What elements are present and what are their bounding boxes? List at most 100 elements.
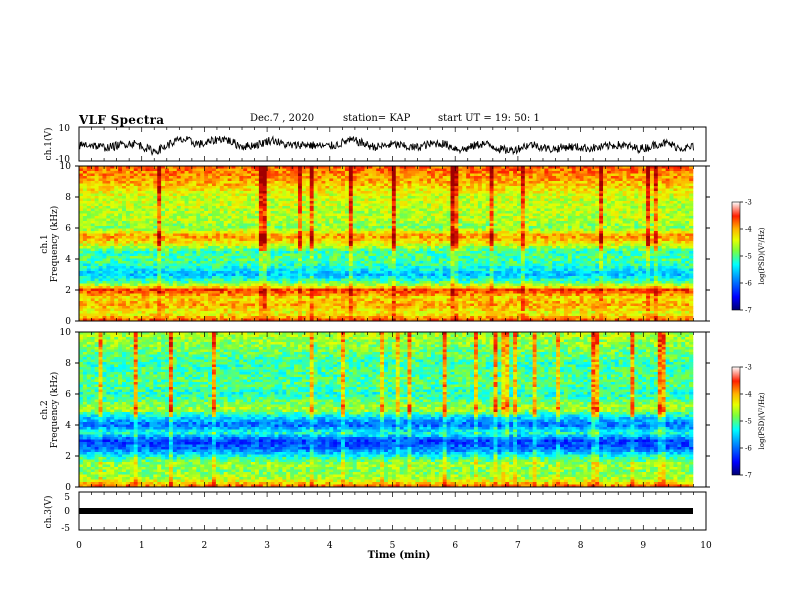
spectrogram-cell (423, 178, 428, 182)
spectrogram-cell (376, 238, 381, 242)
spectrogram-cell (278, 186, 283, 189)
spectrogram-cell (614, 171, 619, 174)
spectrogram-cell (301, 196, 307, 199)
spectrogram-cell (665, 223, 670, 227)
spectrogram-cell (606, 238, 612, 242)
spectrogram-cell (145, 188, 150, 192)
spectrogram-cell (376, 241, 381, 244)
spectrogram-cell (239, 243, 244, 247)
spectrogram-cell (149, 233, 154, 237)
spectrogram-cell (638, 173, 643, 177)
spectrogram-cell (309, 208, 314, 212)
spectrogram-cell (317, 213, 322, 217)
spectrogram-cell (481, 238, 487, 242)
spectrogram-cell (235, 186, 240, 189)
spectrogram-cell (298, 198, 303, 202)
spectrogram-cell (133, 196, 138, 199)
spectrogram-cell (552, 201, 557, 204)
spectrogram-cell (505, 171, 510, 174)
spectrogram-cell (321, 168, 326, 172)
spectrogram-cell (114, 236, 119, 239)
spectrogram-cell (106, 236, 111, 239)
spectrogram-cell (215, 173, 221, 177)
spectrogram-cell (540, 238, 545, 242)
spectrogram-cell (434, 221, 440, 224)
spectrogram-cell (247, 211, 252, 214)
spectrogram-cell (567, 166, 573, 169)
spectrogram-cell (90, 191, 95, 194)
spectrogram-cell (501, 233, 506, 237)
spectrogram-cell (90, 171, 95, 174)
spectrogram-cell (243, 198, 248, 202)
spectrogram-cell (270, 191, 275, 194)
spectrogram-cell (364, 171, 369, 174)
spectrogram-cell (102, 216, 107, 219)
spectrogram-cell (384, 191, 389, 194)
spectrogram-cell (391, 206, 397, 209)
spectrogram-cell (685, 231, 690, 234)
spectrogram-cell (685, 211, 690, 214)
spectrogram-cell (536, 198, 541, 202)
ch1-panel: 10 -10 ch.1(V) (43, 124, 707, 165)
spectrogram-cell (544, 198, 549, 202)
spectrogram-cell (106, 168, 111, 172)
spectrogram-cell (325, 198, 330, 202)
spectrogram-cell (262, 241, 268, 244)
spectrogram-cell (384, 236, 389, 239)
spectrogram-cell (376, 236, 381, 239)
spectrogram-cell (497, 241, 502, 244)
spectrogram-cell (513, 203, 518, 207)
spectrogram-cell (446, 168, 451, 172)
spectrogram-cell (364, 223, 369, 227)
spectrogram-cell (599, 198, 604, 202)
spectrogram-cell (442, 243, 447, 247)
spectrogram-cell (509, 176, 514, 179)
spectrogram-cell (305, 191, 311, 194)
spectrogram-cell (438, 166, 444, 169)
spectrogram-cell (669, 213, 674, 217)
spectrogram-cell (313, 208, 318, 212)
spectrogram-cell (86, 226, 92, 229)
spectrogram-cell (344, 193, 350, 197)
spectrogram-cell (309, 218, 314, 222)
spectrogram-cell (309, 186, 314, 189)
spectrogram-cell (165, 186, 170, 189)
spectrogram-cell (239, 233, 244, 237)
spectrogram-cell (247, 181, 252, 184)
spectrogram-cell (657, 183, 663, 187)
spectrogram-cell (227, 228, 232, 232)
spectrogram-cell (677, 238, 682, 242)
spectrogram-cell (360, 233, 365, 237)
spectrogram-cell (462, 166, 467, 169)
spectrogram-cell (685, 198, 690, 202)
spectrogram-cell (219, 231, 224, 234)
spectrogram-cell (505, 226, 510, 229)
spectrogram-cell (192, 178, 197, 182)
spectrogram-cell (438, 238, 444, 242)
spectrogram-cell (325, 176, 330, 179)
spectrogram-cell (223, 176, 228, 179)
spectrogram-cell (677, 183, 682, 187)
spectrogram-cell (274, 243, 279, 247)
spectrogram-cell (556, 181, 561, 184)
spectrogram-cell (556, 198, 561, 202)
spectrogram-cell (200, 181, 205, 184)
spectrogram-cell (595, 238, 600, 242)
spectrogram-cell (86, 203, 92, 207)
spectrogram-cell (567, 236, 573, 239)
spectrogram-cell (509, 213, 514, 217)
spectrogram-cell (665, 191, 670, 194)
spectrogram-cell (481, 196, 487, 199)
spectrogram-cell (204, 216, 209, 219)
spectrogram-cell (458, 171, 463, 174)
spectrogram-cell (411, 228, 416, 232)
spectrogram-cell (329, 231, 334, 234)
spectrogram-cell (294, 238, 299, 242)
spectrogram-cell (571, 226, 576, 229)
spectrogram-cell (458, 198, 463, 202)
spectrogram-cell (215, 216, 221, 219)
spectrogram-cell (497, 203, 502, 207)
spectrogram-cell (387, 178, 393, 182)
spectrogram-cell (106, 196, 111, 199)
spectrogram-cell (82, 213, 88, 217)
